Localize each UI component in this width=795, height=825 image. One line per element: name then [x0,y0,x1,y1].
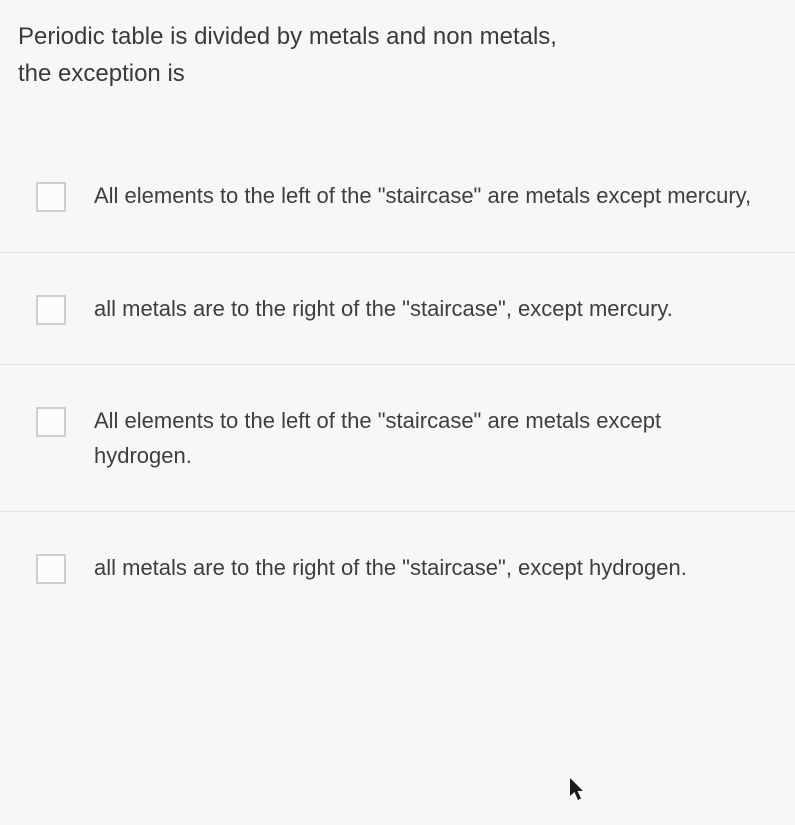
question-line-1: Periodic table is divided by metals and … [18,23,557,50]
checkbox-icon[interactable] [36,407,66,437]
option-label: all metals are to the right of the "stai… [94,291,673,326]
checkbox-icon[interactable] [36,182,66,212]
option-label: All elements to the left of the "stairca… [94,178,751,213]
option-label: All elements to the left of the "stairca… [94,403,759,473]
cursor-icon [570,778,588,802]
question-container: Periodic table is divided by metals and … [0,0,795,825]
option-row[interactable]: All elements to the left of the "stairca… [0,142,795,251]
checkbox-icon[interactable] [36,295,66,325]
question-prompt: Periodic table is divided by metals and … [0,0,795,142]
checkbox-icon[interactable] [36,554,66,584]
option-row[interactable]: all metals are to the right of the "stai… [0,511,795,623]
option-row[interactable]: all metals are to the right of the "stai… [0,252,795,364]
option-label: all metals are to the right of the "stai… [94,550,687,585]
options-list: All elements to the left of the "stairca… [0,142,795,623]
question-line-2: the exception is [18,60,185,87]
option-row[interactable]: All elements to the left of the "stairca… [0,364,795,511]
